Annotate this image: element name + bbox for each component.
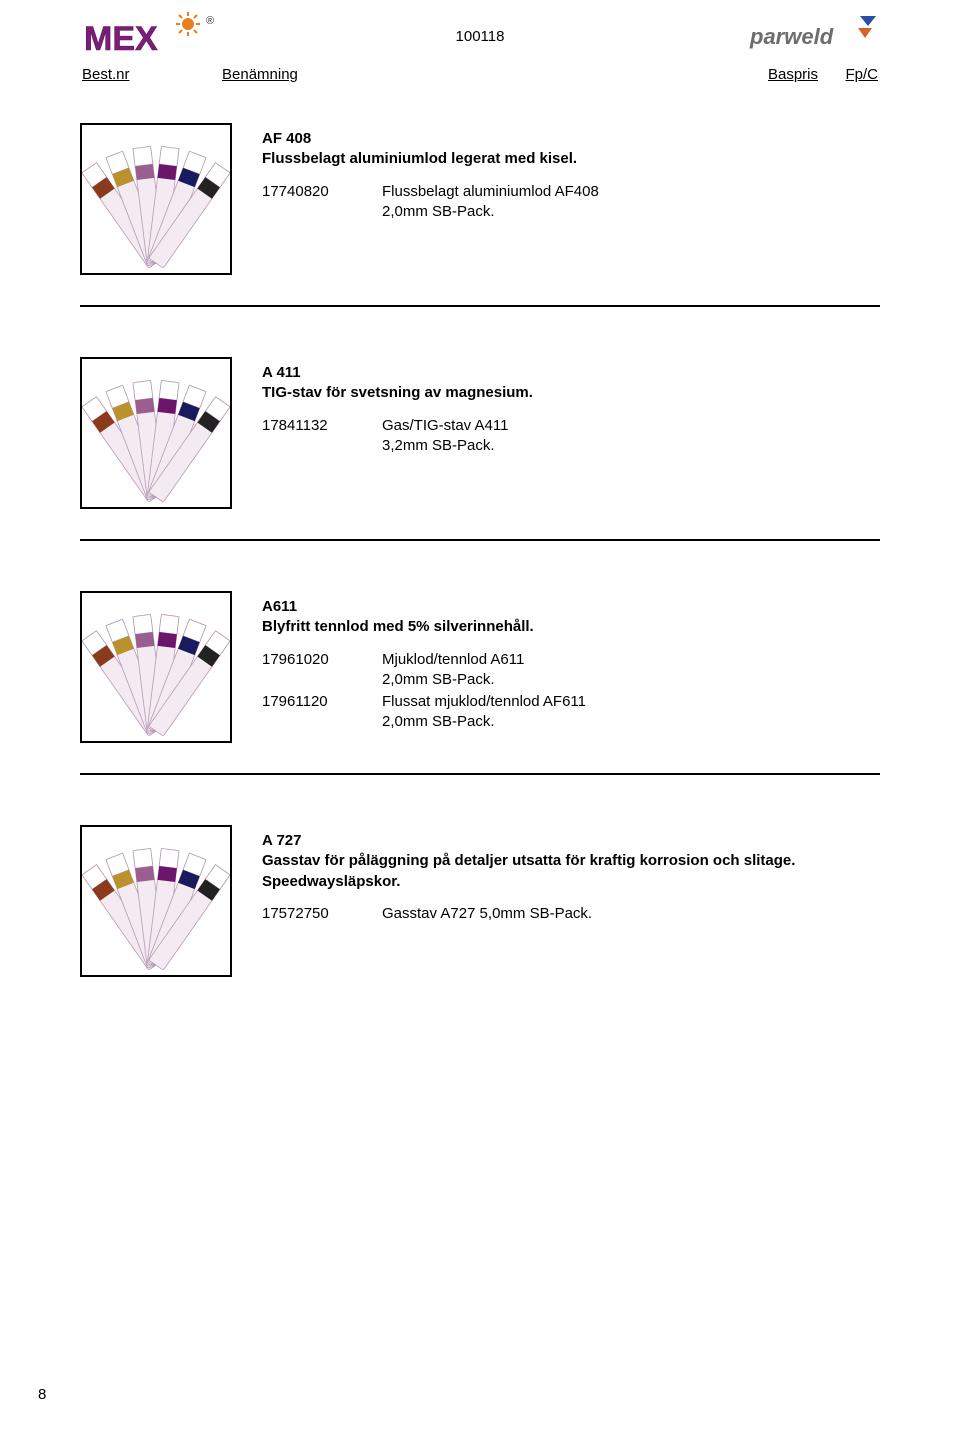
page-number: 8 [38, 1386, 46, 1403]
article-number: 17961120 [262, 692, 382, 733]
product-title: A 727 [262, 831, 880, 851]
article-number: 17572750 [262, 904, 382, 924]
article-desc: Gas/TIG-stav A4113,2mm SB-Pack. [382, 416, 880, 457]
product-content: AF 408 Flussbelagt aluminiumlod legerat … [262, 123, 880, 275]
article-desc: Mjuklod/tennlod A6112,0mm SB-Pack. [382, 650, 880, 691]
product-row: 17961120 Flussat mjuklod/tennlod AF6112,… [262, 692, 880, 733]
divider [80, 539, 880, 541]
page: MEX ® 100118 parweld [0, 0, 960, 1047]
product-desc: Blyfritt tennlod med 5% silverinnehåll. [262, 617, 880, 637]
mex-logo-text: MEX [84, 20, 158, 58]
article-desc: Flussat mjuklod/tennlod AF6112,0mm SB-Pa… [382, 692, 880, 733]
product-title: A611 [262, 597, 880, 617]
product-section: A 411 TIG-stav för svetsning av magnesiu… [80, 357, 880, 509]
article-number: 17841132 [262, 416, 382, 457]
product-row: 17841132 Gas/TIG-stav A4113,2mm SB-Pack. [262, 416, 880, 457]
parweld-logo-text: parweld [749, 24, 834, 49]
col-bestnr: Best.nr [82, 66, 222, 83]
divider [80, 305, 880, 307]
divider [80, 773, 880, 775]
product-row: 17572750 Gasstav A727 5,0mm SB-Pack. [262, 904, 880, 924]
product-desc: TIG-stav för svetsning av magnesium. [262, 383, 880, 403]
article-number: 17740820 [262, 182, 382, 223]
product-desc: Flussbelagt aluminiumlod legerat med kis… [262, 149, 880, 169]
product-image [80, 357, 232, 509]
col-baspris: Baspris [738, 66, 818, 83]
parweld-accent-icon [860, 16, 876, 26]
product-section: A611 Blyfritt tennlod med 5% silverinneh… [80, 591, 880, 743]
product-row: 17961020 Mjuklod/tennlod A6112,0mm SB-Pa… [262, 650, 880, 691]
product-content: A611 Blyfritt tennlod med 5% silverinneh… [262, 591, 880, 743]
article-number: 17961020 [262, 650, 382, 691]
product-image [80, 123, 232, 275]
product-content: A 727 Gasstav för påläggning på detaljer… [262, 825, 880, 977]
product-desc: Gasstav för påläggning på detaljer utsat… [262, 851, 880, 892]
svg-text:®: ® [206, 15, 214, 27]
parweld-accent-icon [858, 28, 872, 38]
product-title: A 411 [262, 363, 880, 383]
doc-id: 100118 [230, 28, 730, 45]
product-section: A 727 Gasstav för påläggning på detaljer… [80, 825, 880, 977]
product-row: 17740820 Flussbelagt aluminiumlod AF4082… [262, 182, 880, 223]
product-image [80, 591, 232, 743]
product-content: A 411 TIG-stav för svetsning av magnesiu… [262, 357, 880, 509]
article-desc: Gasstav A727 5,0mm SB-Pack. [382, 904, 880, 924]
col-fpc: Fp/C [818, 66, 878, 83]
mex-logo: MEX ® [80, 10, 230, 62]
header-row: MEX ® 100118 parweld [80, 10, 880, 62]
product-section: AF 408 Flussbelagt aluminiumlod legerat … [80, 123, 880, 275]
parweld-logo: parweld [730, 10, 880, 62]
article-desc: Flussbelagt aluminiumlod AF4082,0mm SB-P… [382, 182, 880, 223]
spark-icon [176, 12, 200, 36]
product-title: AF 408 [262, 129, 880, 149]
column-header: Best.nr Benämning Baspris Fp/C [80, 66, 880, 83]
col-benamning: Benämning [222, 66, 738, 83]
product-image [80, 825, 232, 977]
